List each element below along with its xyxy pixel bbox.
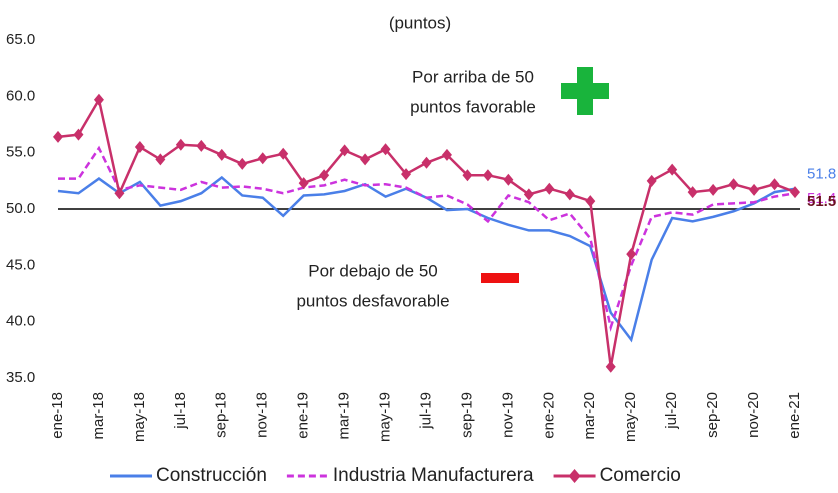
marker bbox=[585, 195, 596, 208]
x-tick-label: jul-18 bbox=[172, 392, 189, 430]
plus-icon bbox=[561, 67, 609, 115]
marker bbox=[53, 130, 63, 143]
y-tick-label: 55.0 bbox=[6, 144, 35, 161]
marker bbox=[544, 182, 555, 195]
x-tick-label: jul-20 bbox=[663, 392, 680, 430]
marker bbox=[667, 163, 678, 176]
legend-label: Construcción bbox=[156, 465, 267, 486]
marker bbox=[175, 138, 186, 151]
marker bbox=[360, 153, 371, 166]
marker bbox=[626, 248, 637, 261]
marker bbox=[503, 173, 514, 186]
marker bbox=[339, 144, 350, 157]
marker bbox=[73, 128, 84, 141]
x-tick-label: mar-19 bbox=[336, 392, 353, 440]
marker bbox=[134, 141, 145, 154]
marker bbox=[298, 177, 309, 190]
marker bbox=[605, 360, 616, 373]
marker bbox=[728, 178, 739, 191]
x-tick-label: nov-20 bbox=[745, 392, 762, 438]
legend-item: Industria Manufacturera bbox=[286, 465, 534, 486]
marker bbox=[401, 168, 412, 181]
annotation: puntos desfavorable bbox=[296, 291, 449, 310]
x-tick-label: sep-20 bbox=[704, 392, 721, 438]
end-label: 51.5 bbox=[807, 193, 836, 210]
marker bbox=[441, 148, 452, 161]
y-tick-label: 45.0 bbox=[6, 256, 35, 273]
x-tick-label: sep-19 bbox=[458, 392, 475, 438]
marker bbox=[237, 157, 248, 170]
marker bbox=[482, 169, 493, 182]
marker bbox=[421, 156, 432, 169]
legend-label: Comercio bbox=[600, 465, 681, 486]
x-tick-label: jul-19 bbox=[417, 392, 434, 430]
x-tick-label: nov-19 bbox=[499, 392, 516, 438]
x-tick-label: ene-19 bbox=[295, 392, 312, 439]
x-tick-label: may-20 bbox=[622, 392, 639, 442]
series-line bbox=[57, 175, 796, 343]
series-line bbox=[58, 145, 796, 332]
marker bbox=[196, 139, 207, 152]
marker bbox=[564, 188, 575, 201]
marker bbox=[790, 186, 800, 199]
marker bbox=[462, 169, 473, 182]
marker bbox=[216, 148, 227, 161]
y-tick-label: 60.0 bbox=[6, 87, 35, 104]
y-tick-label: 65.0 bbox=[6, 31, 35, 48]
legend-label: Industria Manufacturera bbox=[333, 465, 534, 486]
y-tick-label: 50.0 bbox=[6, 200, 35, 217]
marker bbox=[257, 152, 268, 165]
legend-item: Construcción bbox=[110, 465, 267, 486]
marker bbox=[523, 188, 534, 201]
annotation: Por arriba de 50 bbox=[412, 67, 534, 86]
marker bbox=[646, 174, 657, 187]
marker bbox=[769, 178, 780, 191]
marker bbox=[114, 187, 125, 200]
marker bbox=[319, 169, 330, 182]
marker bbox=[687, 186, 698, 199]
x-tick-label: may-18 bbox=[131, 392, 148, 442]
series-line bbox=[57, 96, 796, 367]
x-tick-label: sep-18 bbox=[213, 392, 230, 438]
marker bbox=[708, 183, 719, 196]
x-tick-label: ene-18 bbox=[49, 392, 66, 439]
y-tick-label: 40.0 bbox=[6, 313, 35, 330]
x-tick-label: ene-21 bbox=[786, 392, 803, 439]
x-tick-label: nov-18 bbox=[254, 392, 271, 438]
x-tick-label: ene-20 bbox=[540, 392, 557, 439]
chart-subtitle: (puntos) bbox=[389, 13, 451, 32]
annotation: puntos favorable bbox=[410, 97, 536, 116]
marker bbox=[749, 183, 760, 196]
marker bbox=[93, 93, 104, 106]
y-tick-label: 35.0 bbox=[6, 369, 35, 386]
legend-marker bbox=[568, 469, 581, 483]
annotation: Por debajo de 50 bbox=[308, 261, 438, 280]
end-label: 51.8 bbox=[807, 166, 836, 183]
end-label: 51.4 bbox=[807, 190, 836, 207]
legend-item: Comercio bbox=[553, 465, 681, 486]
x-tick-label: may-19 bbox=[377, 392, 394, 442]
x-tick-label: mar-18 bbox=[90, 392, 107, 440]
marker bbox=[155, 153, 166, 166]
x-tick-label: mar-20 bbox=[581, 392, 598, 440]
marker bbox=[278, 147, 289, 160]
minus-icon bbox=[481, 273, 519, 283]
marker bbox=[380, 143, 391, 156]
